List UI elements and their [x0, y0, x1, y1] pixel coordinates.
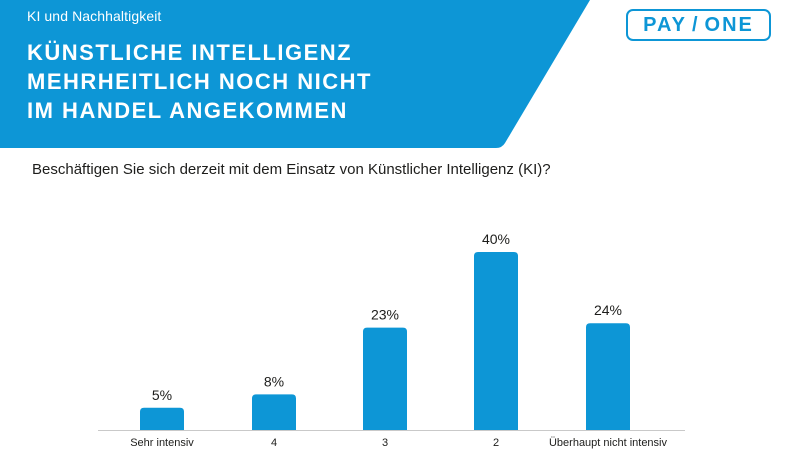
- data-label-1: 8%: [264, 373, 284, 389]
- logo-slash-icon: /: [691, 13, 700, 36]
- header-banner-shape: [0, 0, 590, 148]
- header-banner: [0, 0, 799, 150]
- header-kicker: KI und Nachhaltigkeit: [27, 8, 162, 24]
- bar-3: [474, 252, 518, 430]
- category-label-2: 3: [382, 437, 388, 449]
- logo-text-right: ONE: [704, 13, 754, 36]
- survey-question: Beschäftigen Sie sich derzeit mit dem Ei…: [32, 161, 551, 178]
- page-title-line-2: mehrheitlich noch nicht: [27, 69, 372, 94]
- category-label-4: Überhaupt nicht intensiv: [549, 437, 668, 449]
- page-title-line-3: im Handel angekommen: [27, 98, 348, 123]
- category-label-3: 2: [493, 437, 499, 449]
- data-label-2: 23%: [371, 307, 399, 323]
- bar-4: [586, 323, 630, 430]
- logo-text-left: PAY: [643, 13, 687, 36]
- payone-logo: PAY / ONE: [626, 9, 771, 41]
- data-label-4: 24%: [594, 302, 622, 318]
- bar-0: [140, 407, 184, 430]
- bar-1: [252, 394, 296, 430]
- category-label-0: Sehr intensiv: [130, 437, 194, 449]
- page-title-line-1: Künstliche Intelligenz: [27, 40, 353, 65]
- category-label-1: 4: [271, 437, 277, 449]
- data-label-0: 5%: [152, 387, 172, 403]
- bar-2: [363, 327, 407, 430]
- page-title: Künstliche Intelligenz mehrheitlich noch…: [27, 38, 467, 125]
- data-label-3: 40%: [482, 231, 510, 247]
